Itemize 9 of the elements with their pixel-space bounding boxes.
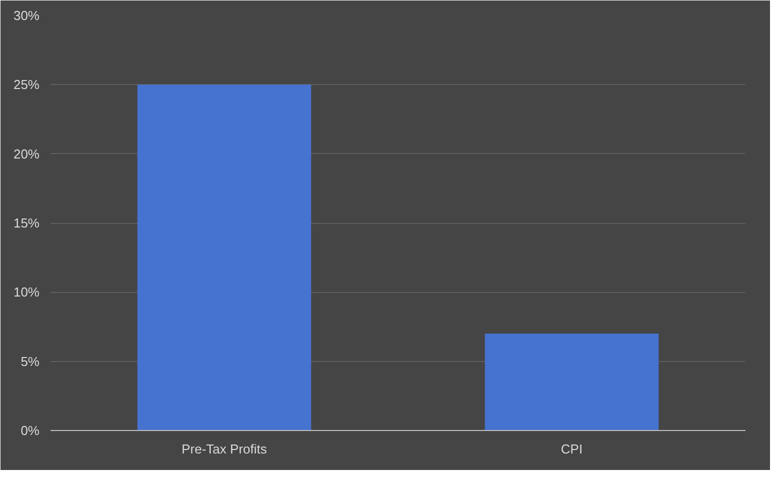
y-tick-label: 15% <box>13 216 40 230</box>
y-tick-label: 20% <box>13 146 40 162</box>
x-tick-label: Pre-Tax Profits <box>182 442 268 456</box>
x-tick-label: CPI <box>560 442 583 456</box>
y-tick-label: 30% <box>13 8 40 23</box>
y-tick-label: 10% <box>13 284 40 300</box>
y-tick-label: 5% <box>20 354 40 369</box>
y-tick-label: 0% <box>20 423 40 438</box>
y-tick-label: 25% <box>13 77 40 92</box>
